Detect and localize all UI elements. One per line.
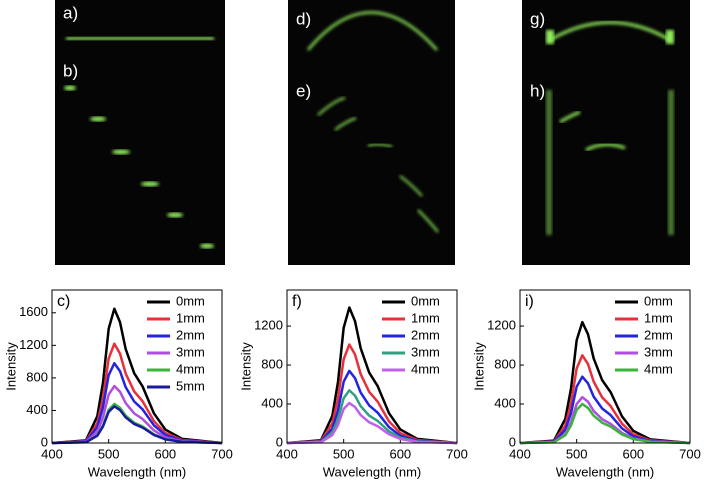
panel-label: c) (57, 293, 70, 310)
legend-label: 4mm (411, 361, 440, 376)
x-tick-label: 400 (276, 446, 298, 461)
x-axis-label: Wavelength (nm) (88, 464, 187, 479)
y-tick-label: 800 (26, 369, 48, 384)
plot-frame (519, 289, 691, 444)
y-tick-label: 1200 (19, 337, 48, 352)
y-axis-label: Intensity (3, 342, 18, 391)
spectrum-line (286, 306, 458, 445)
y-tick-label: 0 (41, 434, 48, 449)
y-tick-label: 400 (494, 395, 516, 410)
spectrum-line (51, 342, 223, 445)
y-tick-label: 0 (276, 434, 283, 449)
spectrum-line (51, 361, 223, 445)
x-axis-label: Wavelength (nm) (323, 464, 422, 479)
legend-label: 1mm (176, 310, 205, 325)
image-glows (64, 11, 674, 249)
image-panel (55, 0, 225, 265)
panel-label: h) (530, 81, 545, 100)
x-tick-label: 600 (622, 446, 644, 461)
plot-frame (51, 289, 223, 444)
x-tick-label: 700 (679, 446, 701, 461)
spectrum-line (286, 389, 458, 445)
legend-label: 3mm (411, 344, 440, 359)
spectrum-line (286, 401, 458, 445)
panel-label: i) (525, 293, 534, 310)
legend-label: 5mm (176, 378, 205, 393)
x-axis-label: Wavelength (nm) (556, 464, 655, 479)
x-tick-label: 600 (389, 446, 411, 461)
spectrum-line (519, 354, 691, 445)
panel-label: g) (530, 9, 545, 28)
spectrum-line (51, 384, 223, 445)
spectrum-line (286, 369, 458, 445)
image-panel (288, 0, 455, 265)
plot-frame (286, 289, 458, 444)
x-tick-label: 700 (446, 446, 468, 461)
legend-label: 0mm (411, 293, 440, 308)
legend-label: 3mm (176, 344, 205, 359)
legend-label: 4mm (176, 361, 205, 376)
x-tick-label: 500 (98, 446, 120, 461)
y-tick-label: 400 (261, 395, 283, 410)
legend-label: 0mm (176, 293, 205, 308)
x-tick-label: 400 (41, 446, 63, 461)
y-tick-label: 0 (509, 434, 516, 449)
legend-label: 1mm (411, 310, 440, 325)
legend-label: 3mm (644, 344, 673, 359)
legend-label: 2mm (411, 327, 440, 342)
spectrum-line (51, 405, 223, 445)
x-tick-label: 500 (566, 446, 588, 461)
spectrum-line (519, 402, 691, 445)
legend-label: 1mm (644, 310, 673, 325)
legend-label: 2mm (644, 327, 673, 342)
y-tick-label: 400 (26, 402, 48, 417)
x-tick-label: 700 (211, 446, 233, 461)
spectrum-line (519, 320, 691, 445)
legend-label: 0mm (644, 293, 673, 308)
spectrum-line (519, 375, 691, 445)
y-tick-label: 1600 (19, 304, 48, 319)
x-tick-label: 400 (509, 446, 531, 461)
y-axis-label: Intensity (471, 342, 486, 391)
y-axis-label: Intensity (238, 342, 253, 391)
x-tick-label: 600 (154, 446, 176, 461)
panel-label: b) (63, 61, 78, 80)
y-tick-label: 1200 (487, 317, 516, 332)
panel-label: e) (296, 81, 311, 100)
legend-label: 2mm (176, 327, 205, 342)
spectrum-line (286, 343, 458, 445)
panel-label: d) (296, 9, 311, 28)
legend-label: 4mm (644, 361, 673, 376)
x-tick-label: 500 (333, 446, 355, 461)
y-tick-label: 800 (261, 356, 283, 371)
panel-label: f) (292, 293, 302, 310)
y-tick-label: 1200 (254, 317, 283, 332)
panel-label: a) (63, 3, 78, 22)
y-tick-label: 800 (494, 356, 516, 371)
spectrum-line (51, 307, 223, 445)
